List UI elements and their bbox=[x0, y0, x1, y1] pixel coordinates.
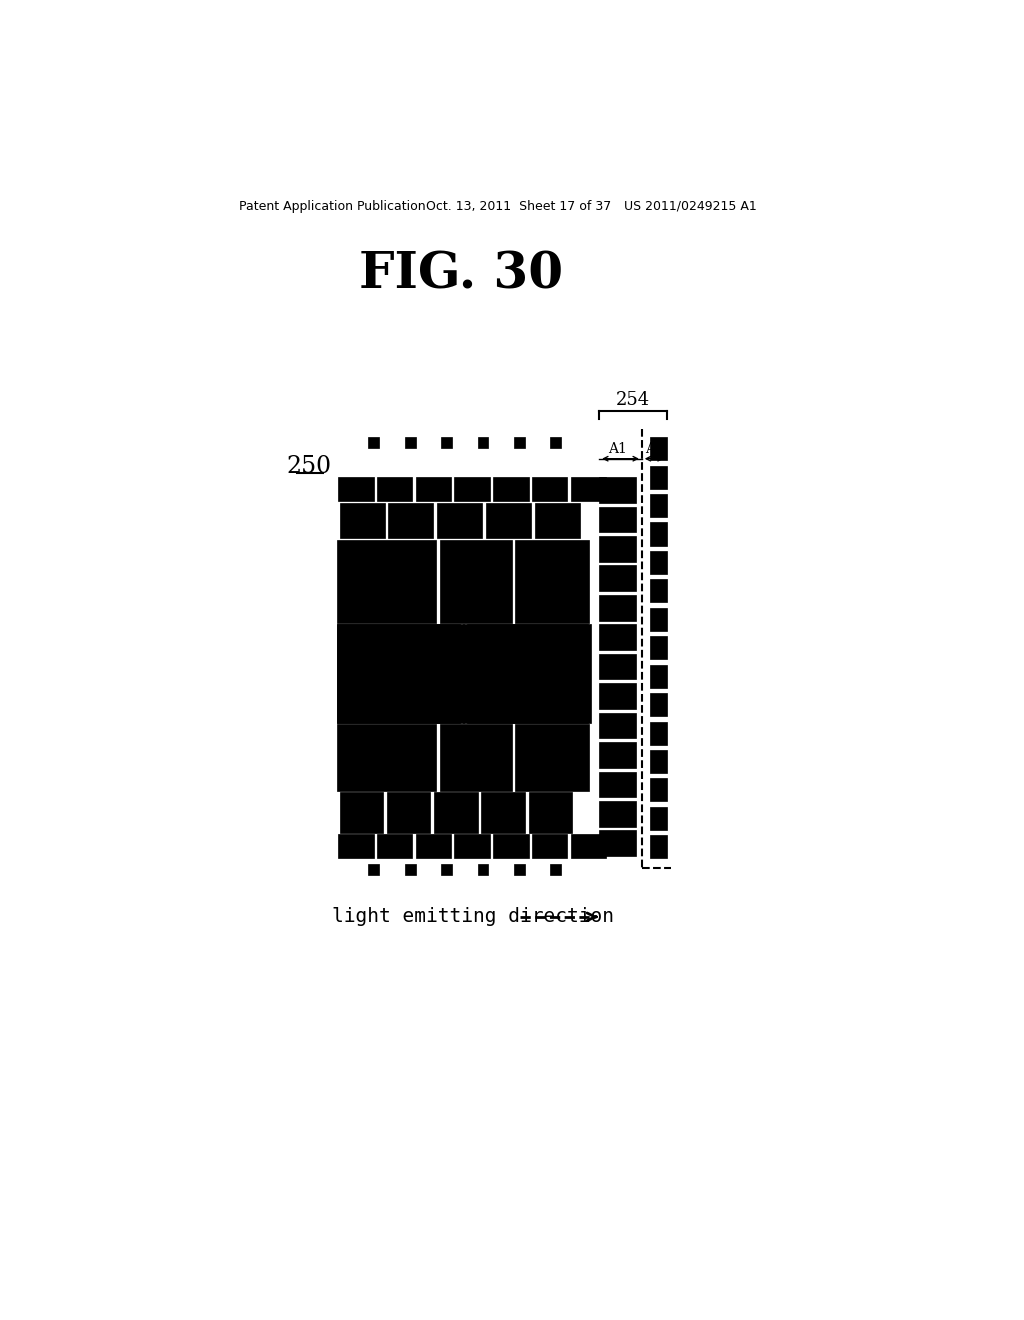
Bar bbox=[340, 503, 385, 539]
Bar bbox=[369, 437, 379, 447]
Bar bbox=[649, 466, 667, 488]
Bar bbox=[649, 807, 667, 830]
Bar bbox=[599, 565, 636, 591]
Bar bbox=[337, 624, 460, 723]
Bar bbox=[649, 836, 667, 858]
Bar bbox=[477, 863, 488, 875]
Bar bbox=[455, 478, 489, 502]
Bar bbox=[338, 834, 374, 858]
Bar bbox=[388, 503, 433, 539]
Bar bbox=[599, 684, 636, 709]
Bar bbox=[377, 478, 413, 502]
Bar bbox=[599, 801, 636, 826]
Bar bbox=[434, 792, 477, 833]
Bar bbox=[439, 725, 512, 791]
Bar bbox=[599, 772, 636, 797]
Bar bbox=[477, 437, 488, 447]
Bar bbox=[599, 595, 636, 620]
Bar bbox=[514, 437, 525, 447]
Bar bbox=[599, 507, 636, 532]
Bar bbox=[599, 478, 636, 503]
Bar bbox=[340, 792, 383, 833]
Bar bbox=[599, 830, 636, 857]
Bar bbox=[599, 742, 636, 768]
Bar bbox=[377, 834, 413, 858]
Text: FIG. 30: FIG. 30 bbox=[359, 251, 563, 300]
Bar bbox=[649, 437, 667, 461]
Text: Patent Application Publication: Patent Application Publication bbox=[239, 199, 425, 213]
Bar bbox=[531, 478, 567, 502]
Bar bbox=[649, 523, 667, 545]
Text: 250: 250 bbox=[286, 455, 331, 478]
Bar bbox=[535, 503, 580, 539]
Bar bbox=[550, 437, 561, 447]
Text: 254: 254 bbox=[615, 391, 650, 409]
Bar bbox=[439, 540, 512, 623]
Bar bbox=[337, 725, 436, 791]
Bar bbox=[649, 722, 667, 744]
Bar bbox=[486, 503, 531, 539]
Bar bbox=[531, 834, 567, 858]
Bar bbox=[493, 478, 528, 502]
Bar bbox=[599, 624, 636, 649]
Bar bbox=[570, 834, 606, 858]
Bar bbox=[463, 624, 589, 723]
Bar bbox=[649, 550, 667, 574]
Bar bbox=[649, 779, 667, 801]
Bar bbox=[599, 536, 636, 561]
Bar bbox=[337, 540, 436, 623]
Bar bbox=[404, 437, 416, 447]
Bar bbox=[599, 713, 636, 738]
Bar bbox=[441, 437, 452, 447]
Bar bbox=[441, 863, 452, 875]
Text: light emitting direction: light emitting direction bbox=[332, 907, 613, 927]
Bar bbox=[337, 624, 464, 723]
Bar bbox=[387, 792, 430, 833]
Text: US 2011/0249215 A1: US 2011/0249215 A1 bbox=[624, 199, 757, 213]
Bar bbox=[515, 725, 589, 791]
Bar bbox=[369, 863, 379, 875]
Bar bbox=[649, 750, 667, 774]
Bar bbox=[467, 624, 592, 723]
Bar bbox=[570, 478, 606, 502]
Bar bbox=[649, 665, 667, 688]
Bar bbox=[528, 792, 572, 833]
Bar bbox=[437, 503, 482, 539]
Text: A2: A2 bbox=[645, 442, 664, 457]
Text: Oct. 13, 2011  Sheet 17 of 37: Oct. 13, 2011 Sheet 17 of 37 bbox=[426, 199, 611, 213]
Bar bbox=[404, 863, 416, 875]
Bar bbox=[649, 579, 667, 602]
Bar bbox=[599, 653, 636, 680]
Bar bbox=[649, 494, 667, 517]
Bar bbox=[649, 636, 667, 659]
Bar bbox=[455, 834, 489, 858]
Bar bbox=[550, 863, 561, 875]
Bar bbox=[493, 834, 528, 858]
Bar bbox=[416, 478, 452, 502]
Bar bbox=[481, 792, 525, 833]
Bar bbox=[515, 540, 589, 623]
Text: A1: A1 bbox=[608, 442, 627, 457]
Bar bbox=[416, 834, 452, 858]
Bar bbox=[649, 607, 667, 631]
Bar bbox=[649, 693, 667, 717]
Bar bbox=[338, 478, 374, 502]
Bar bbox=[514, 863, 525, 875]
